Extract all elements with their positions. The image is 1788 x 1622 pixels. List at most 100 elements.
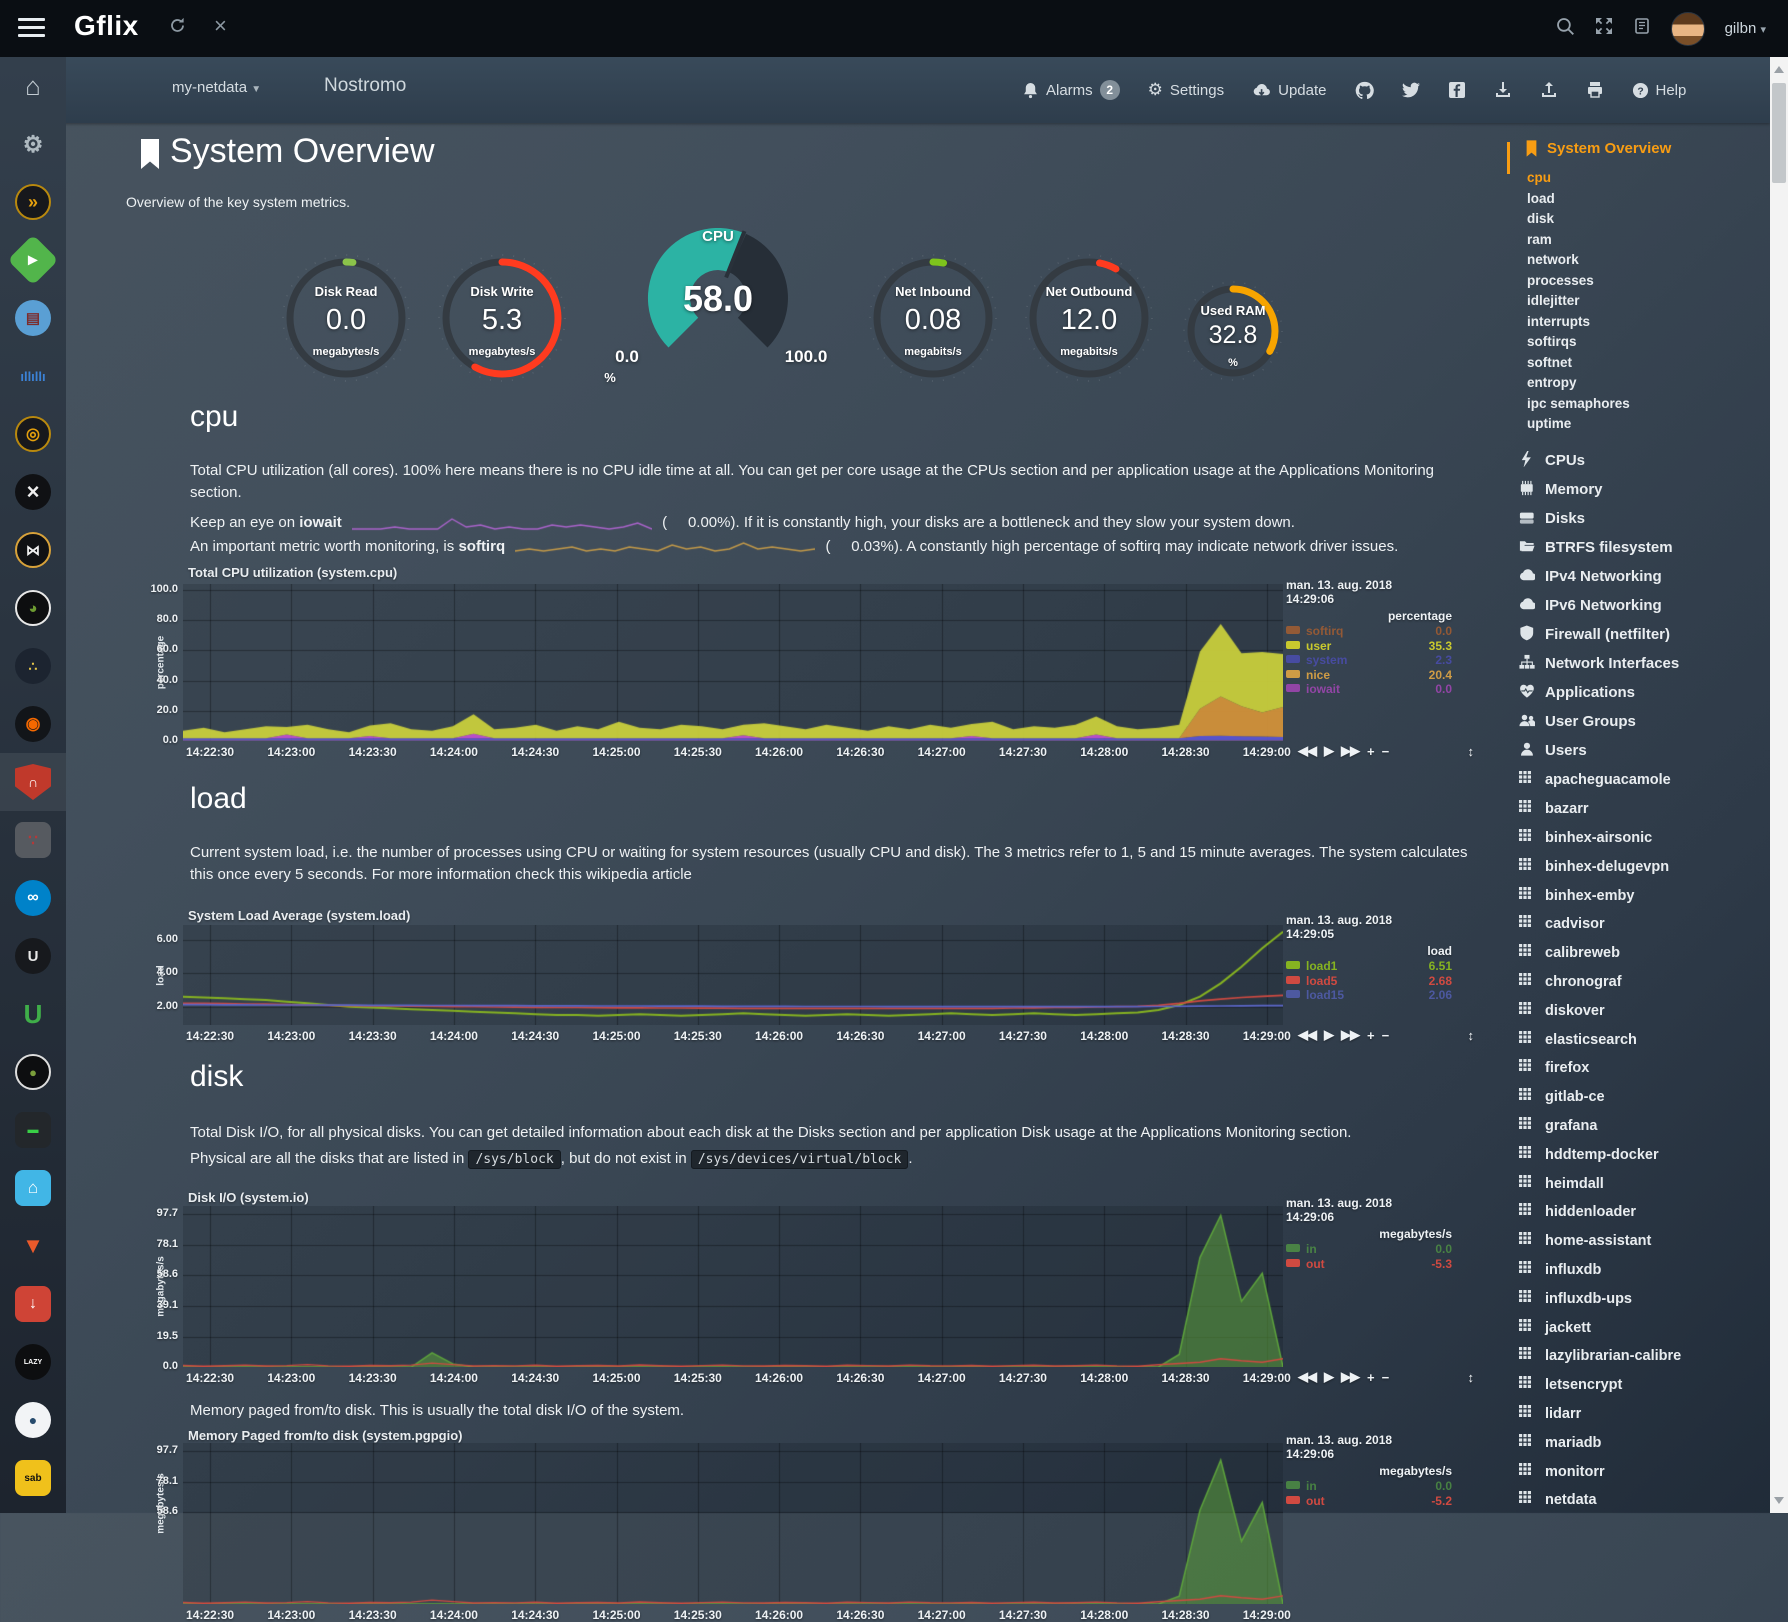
- resize-handle-icon[interactable]: ↕: [1467, 1369, 1475, 1385]
- user-avatar[interactable]: [1670, 11, 1705, 46]
- app-elderberry-row[interactable]: ∵: [0, 811, 66, 869]
- app-elderberry-icon[interactable]: ∵: [15, 822, 51, 858]
- toc-subitem-interrupts[interactable]: interrupts: [1527, 313, 1591, 329]
- mem-legend-in[interactable]: in 0.0: [1286, 1479, 1452, 1493]
- toc-app-letsencrypt[interactable]: letsencrypt: [1519, 1371, 1681, 1400]
- app-library-row[interactable]: ▤: [0, 289, 66, 347]
- facebook-icon[interactable]: [1448, 81, 1466, 99]
- toc-app-binhex-delugevpn[interactable]: binhex-delugevpn: [1519, 852, 1681, 881]
- toc-app-calibreweb[interactable]: calibreweb: [1519, 939, 1681, 968]
- load-chart-canvas[interactable]: [183, 925, 1283, 1025]
- update-button[interactable]: Update: [1252, 82, 1327, 99]
- scroll-up-arrow[interactable]: [1774, 66, 1784, 73]
- play-icon[interactable]: ▶: [1324, 1369, 1334, 1384]
- app-netdata-row[interactable]: ∩: [0, 753, 66, 811]
- toc-app-cadvisor[interactable]: cadvisor: [1519, 910, 1681, 939]
- toc-subitem-entropy[interactable]: entropy: [1527, 375, 1577, 390]
- fullscreen-icon[interactable]: [1595, 17, 1613, 40]
- app-monitorr-row[interactable]: ▬: [0, 1101, 66, 1159]
- app-monitorr-icon[interactable]: ▬: [15, 1112, 51, 1148]
- toc-section-network-interfaces[interactable]: Network Interfaces: [1519, 649, 1679, 678]
- cpu-chart-canvas[interactable]: [183, 584, 1283, 741]
- pan-backward-icon[interactable]: ◀◀: [1298, 743, 1317, 758]
- home-row[interactable]: ⌂: [0, 57, 66, 115]
- app-unraid-icon[interactable]: U: [15, 938, 51, 974]
- cpu-legend-nice[interactable]: nice 20.4: [1286, 668, 1452, 682]
- toc-subitem-network[interactable]: network: [1527, 252, 1579, 267]
- app-duplicati-icon[interactable]: ●: [15, 1402, 51, 1438]
- toc-app-binhex-emby[interactable]: binhex-emby: [1519, 881, 1681, 910]
- app-xteve-icon[interactable]: ×: [15, 474, 51, 510]
- mem-legend-out[interactable]: out -5.2: [1286, 1494, 1452, 1508]
- zoom-out-icon[interactable]: −: [1381, 1369, 1390, 1385]
- app-tautulli-icon[interactable]: »: [15, 184, 51, 220]
- zoom-in-icon[interactable]: +: [1367, 743, 1375, 759]
- app-unraid-row[interactable]: U: [0, 927, 66, 985]
- toc-heading[interactable]: System Overview: [1525, 140, 1671, 157]
- app-gitlab-row[interactable]: ▼: [0, 1217, 66, 1275]
- pan-backward-icon[interactable]: ◀◀: [1298, 1369, 1317, 1384]
- toc-app-grafana[interactable]: grafana: [1519, 1112, 1681, 1141]
- app-sonarr-row[interactable]: ∴: [0, 637, 66, 695]
- app-plate-row[interactable]: ●: [0, 1043, 66, 1101]
- app-lazylibrarian-row[interactable]: LAZY: [0, 1333, 66, 1391]
- app-sabnzbd-icon[interactable]: sab: [15, 1460, 51, 1496]
- toc-subitem-load[interactable]: load: [1527, 190, 1555, 206]
- toc-app-monitorr[interactable]: monitorr: [1519, 1457, 1681, 1486]
- app-plate-icon[interactable]: ●: [15, 1054, 51, 1090]
- help-button[interactable]: ? Help: [1632, 82, 1686, 99]
- cpu-legend-system[interactable]: system 2.3: [1286, 653, 1452, 667]
- github-icon[interactable]: [1355, 81, 1374, 100]
- toc-app-hiddenloader[interactable]: hiddenloader: [1519, 1198, 1681, 1227]
- changelog-book-icon[interactable]: [1633, 17, 1651, 40]
- page-scrollbar[interactable]: [1770, 57, 1788, 1513]
- scrollbar-thumb[interactable]: [1772, 83, 1786, 183]
- toc-subitem-ipc-semaphores[interactable]: ipc semaphores: [1527, 395, 1630, 411]
- zoom-out-icon[interactable]: −: [1381, 743, 1390, 759]
- resize-handle-icon[interactable]: ↕: [1467, 1027, 1475, 1043]
- app-library-icon[interactable]: ▤: [15, 300, 51, 336]
- toc-app-jackett[interactable]: jackett: [1519, 1313, 1681, 1342]
- toc-section-memory[interactable]: Memory: [1519, 475, 1679, 504]
- used-ram-gauge[interactable]: Used RAM 32.8%: [1181, 279, 1285, 383]
- toc-subitem-idlejitter[interactable]: idlejitter: [1527, 293, 1580, 308]
- disk-chart-canvas[interactable]: [183, 1206, 1283, 1367]
- toc-subitem-processes[interactable]: processes: [1527, 272, 1594, 288]
- toc-app-diskover[interactable]: diskover: [1519, 996, 1681, 1025]
- pan-forward-icon[interactable]: ▶▶: [1341, 1027, 1360, 1042]
- app-nextcloud-row[interactable]: ∞: [0, 869, 66, 927]
- settings-button[interactable]: ⚙ Settings: [1147, 80, 1225, 99]
- app-xteve-row[interactable]: ×: [0, 463, 66, 521]
- toc-app-chronograf[interactable]: chronograf: [1519, 968, 1681, 997]
- toc-section-applications[interactable]: Applications: [1519, 678, 1679, 707]
- app-tautulli-row[interactable]: »: [0, 173, 66, 231]
- cpu-legend-user[interactable]: user 35.3: [1286, 639, 1452, 653]
- mem-chart-canvas[interactable]: [183, 1443, 1283, 1604]
- app-utorrent-green-row[interactable]: U: [0, 985, 66, 1043]
- user-menu[interactable]: gilbn ▾: [1724, 20, 1766, 37]
- alarms-button[interactable]: Alarms 2: [1022, 80, 1120, 100]
- zoom-in-icon[interactable]: +: [1367, 1027, 1375, 1043]
- app-search-row[interactable]: ◎: [0, 405, 66, 463]
- load-legend-load15[interactable]: load15 2.06: [1286, 988, 1452, 1002]
- disk-read-gauge[interactable]: Disk Read 0.0 megabytes/s: [280, 252, 412, 384]
- toc-subitem-cpu[interactable]: cpu: [1527, 170, 1552, 185]
- toc-app-bazarr[interactable]: bazarr: [1519, 795, 1681, 824]
- resize-handle-icon[interactable]: ↕: [1467, 743, 1475, 759]
- app-youtubedl-icon[interactable]: ↓: [15, 1286, 51, 1322]
- close-icon[interactable]: ×: [214, 13, 227, 38]
- settings-gear-icon[interactable]: ⚙: [22, 130, 44, 157]
- app-nextcloud-icon[interactable]: ∞: [15, 880, 51, 916]
- toc-app-mariadb[interactable]: mariadb: [1519, 1428, 1681, 1457]
- load-legend-load5[interactable]: load5 2.68: [1286, 974, 1452, 988]
- app-openeats-icon[interactable]: ◕: [15, 590, 51, 626]
- toc-section-btrfs-filesystem[interactable]: BTRFS filesystem: [1519, 533, 1679, 562]
- app-home-assistant-row[interactable]: ⌂: [0, 1159, 66, 1217]
- settings-gear-row[interactable]: ⚙: [0, 115, 66, 173]
- toc-subitem-disk[interactable]: disk: [1527, 211, 1555, 226]
- toc-app-apacheguacamole[interactable]: apacheguacamole: [1519, 766, 1681, 795]
- search-icon[interactable]: [1556, 17, 1575, 41]
- toc-app-heimdall[interactable]: heimdall: [1519, 1169, 1681, 1198]
- app-emby-icon[interactable]: ▶: [7, 234, 59, 286]
- app-airsonic-wave-row[interactable]: ıllıllı: [0, 347, 66, 405]
